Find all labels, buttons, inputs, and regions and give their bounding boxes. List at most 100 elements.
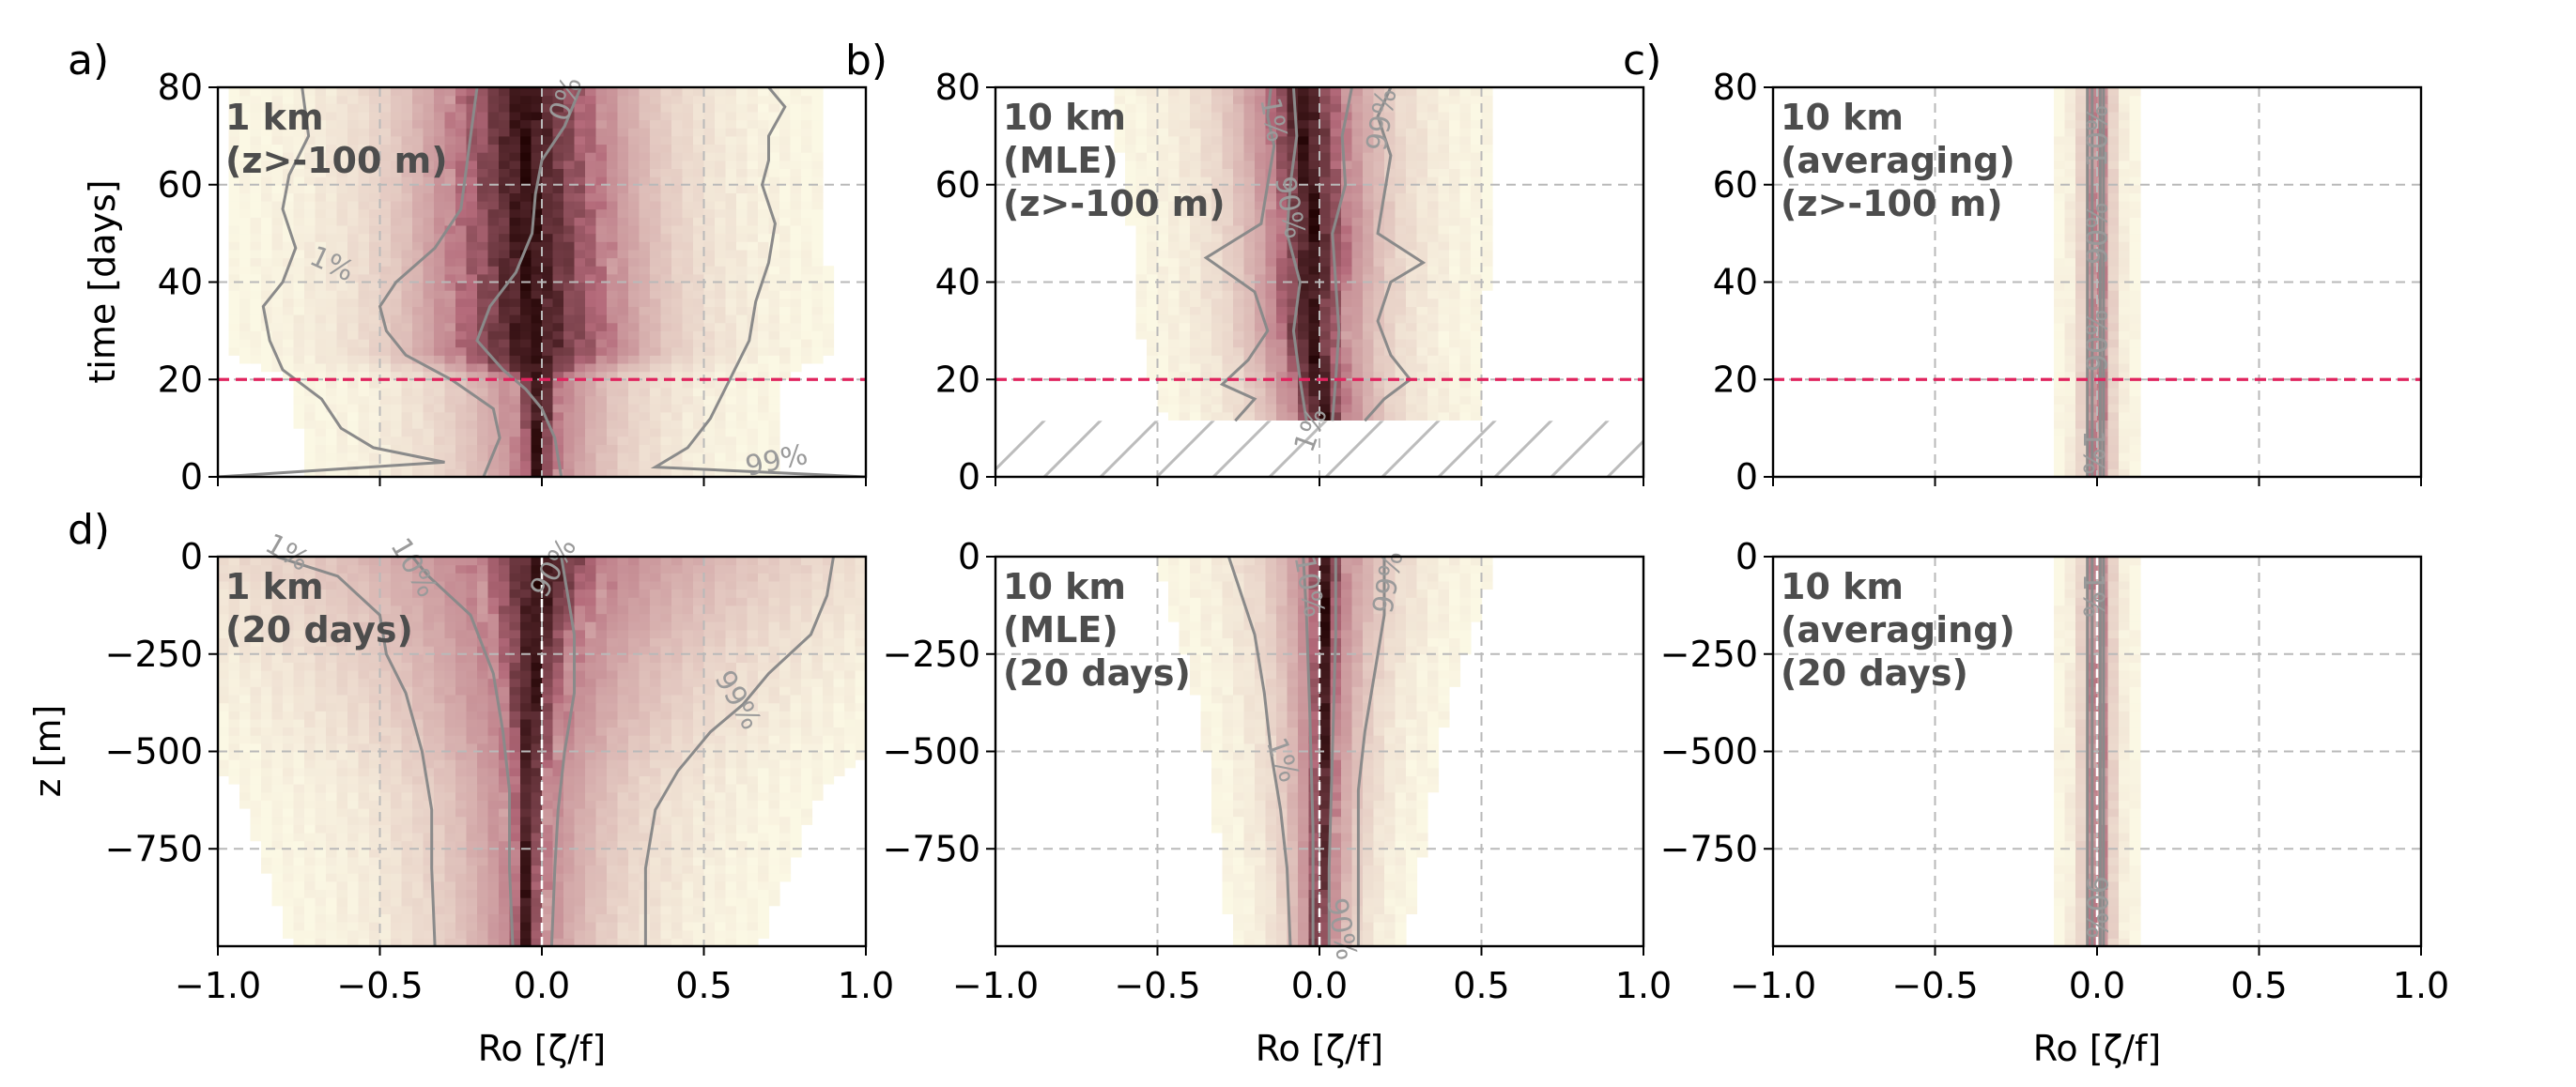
heatmap-cell	[1406, 168, 1418, 177]
heatmap-cell	[455, 922, 468, 931]
heatmap-cell	[628, 314, 640, 324]
heatmap-cell	[617, 379, 629, 389]
heatmap-cell	[1179, 290, 1191, 299]
heatmap-cell	[531, 363, 543, 373]
heatmap-cell	[1179, 95, 1191, 104]
heatmap-cell	[487, 119, 500, 129]
heatmap-cell	[315, 225, 327, 235]
heatmap-cell	[347, 119, 360, 129]
heatmap-cell	[2054, 87, 2066, 97]
heatmap-cell	[304, 95, 316, 104]
heatmap-cell	[1222, 119, 1234, 129]
heatmap-cell	[1190, 322, 1202, 331]
heatmap-cell	[1471, 249, 1483, 259]
heatmap-cell	[304, 404, 316, 413]
heatmap-cell	[271, 119, 284, 129]
heatmap-cell	[671, 144, 684, 153]
heatmap-cell	[466, 460, 478, 469]
heatmap-cell	[758, 444, 770, 453]
heatmap-cell	[2054, 176, 2066, 186]
heatmap-cell	[1308, 257, 1320, 267]
heatmap-cell	[401, 468, 413, 477]
heatmap-cell	[358, 922, 370, 931]
heatmap-cell	[336, 897, 348, 907]
heatmap-cell	[1276, 330, 1288, 340]
heatmap-cell	[628, 363, 640, 373]
heatmap-cell	[444, 192, 456, 202]
heatmap-cell	[574, 144, 586, 153]
heatmap-cell	[725, 266, 737, 275]
heatmap-cell	[1190, 411, 1202, 421]
heatmap-cell	[768, 865, 780, 874]
heatmap-cell	[379, 387, 392, 397]
heatmap-cell	[725, 208, 737, 218]
heatmap-cell	[2075, 128, 2088, 137]
heatmap-cell	[499, 379, 511, 389]
heatmap-cell	[1287, 290, 1299, 299]
heatmap-cell	[1449, 290, 1461, 299]
heatmap-cell	[758, 856, 770, 866]
heatmap-cell	[768, 282, 780, 291]
heatmap-cell	[283, 152, 295, 161]
heatmap-b	[1114, 87, 1493, 421]
heatmap-cell	[607, 144, 619, 153]
heatmap-cell	[552, 379, 564, 389]
heatmap-cell	[703, 273, 716, 283]
heatmap-cell	[801, 208, 813, 218]
heatmap-cell	[1135, 208, 1148, 218]
heatmap-cell	[466, 363, 478, 373]
heatmap-cell	[391, 849, 403, 858]
heatmap-cell	[715, 184, 727, 193]
heatmap-cell	[1373, 273, 1385, 283]
heatmap-cell	[758, 111, 770, 121]
heatmap-cell	[585, 411, 597, 421]
heatmap-cell	[434, 128, 446, 137]
heatmap-cell	[487, 897, 500, 907]
heatmap-cell	[1363, 363, 1375, 373]
heatmap-cell	[1363, 225, 1375, 235]
heatmap-cell	[487, 201, 500, 210]
heatmap-cell	[455, 249, 468, 259]
heatmap-cell	[1427, 387, 1440, 397]
heatmap-cell	[283, 95, 295, 104]
heatmap-cell	[423, 266, 435, 275]
heatmap-cell	[693, 379, 705, 389]
heatmap-cell	[585, 444, 597, 453]
heatmap-cell	[552, 201, 564, 210]
heatmap-cell	[1222, 314, 1234, 324]
heatmap-cell	[563, 880, 576, 890]
heatmap-cell	[2107, 298, 2120, 307]
heatmap-cell	[391, 322, 403, 331]
heatmap-cell	[758, 865, 770, 874]
heatmap-cell	[271, 290, 284, 299]
heatmap-cell	[660, 355, 672, 364]
heatmap-cell	[585, 840, 597, 850]
heatmap-cell	[1438, 233, 1450, 242]
heatmap-cell	[531, 168, 543, 177]
heatmap-cell	[391, 938, 403, 946]
heatmap-cell	[347, 833, 360, 842]
heatmap-cell	[455, 282, 468, 291]
heatmap-cell	[736, 290, 748, 299]
heatmap-cell	[444, 929, 456, 939]
heatmap-cell	[228, 273, 240, 283]
heatmap-cell	[455, 905, 468, 914]
heatmap-cell	[358, 290, 370, 299]
heatmap-cell	[801, 322, 813, 331]
heatmap-cell	[423, 840, 435, 850]
heatmap-cell	[1416, 355, 1428, 364]
heatmap-cell	[283, 290, 295, 299]
heatmap-cell	[477, 913, 489, 923]
heatmap-cell	[1351, 363, 1364, 373]
heatmap-cell	[563, 371, 576, 380]
heatmap-cell	[1265, 208, 1277, 218]
heatmap-cell	[1298, 87, 1310, 97]
heatmap-cell	[682, 339, 694, 348]
heatmap-cell	[607, 889, 619, 898]
heatmap-cell	[703, 452, 716, 462]
heatmap-cell	[379, 428, 392, 437]
heatmap-cell	[1330, 225, 1342, 235]
heatmap-cell	[455, 273, 468, 283]
heatmap-cell	[1449, 266, 1461, 275]
heatmap-cell	[758, 95, 770, 104]
